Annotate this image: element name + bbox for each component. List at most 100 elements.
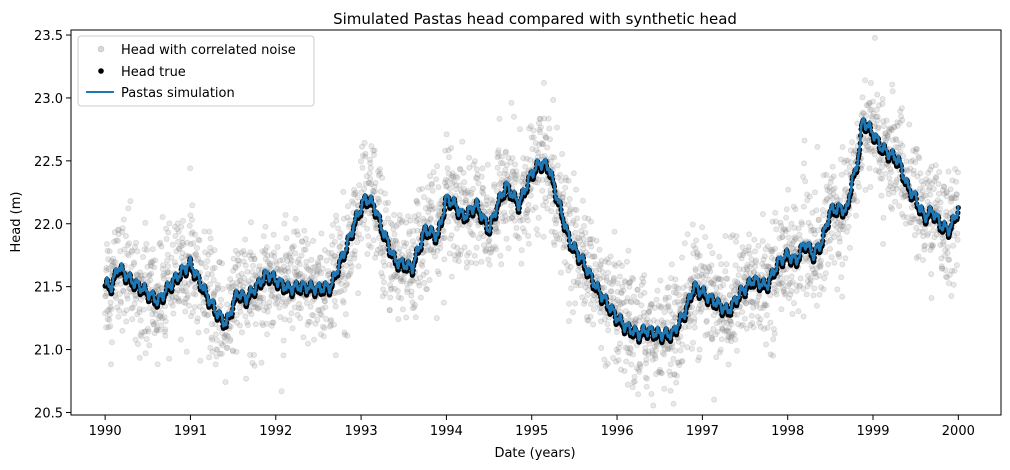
noise-point	[889, 88, 896, 95]
noise-point	[650, 402, 657, 409]
noise-point	[142, 219, 149, 226]
noise-point	[141, 246, 148, 253]
noise-point	[448, 273, 455, 280]
noise-point	[221, 333, 228, 340]
noise-point	[904, 214, 911, 221]
noise-point	[203, 312, 210, 319]
noise-point	[511, 217, 518, 224]
noise-point	[202, 263, 209, 270]
noise-point	[870, 98, 877, 105]
noise-point	[260, 294, 267, 301]
noise-point	[888, 169, 895, 176]
noise-point	[128, 247, 135, 254]
noise-point	[936, 205, 943, 212]
noise-point	[623, 358, 630, 365]
noise-point	[889, 205, 896, 212]
noise-point	[210, 290, 217, 297]
noise-point	[160, 272, 167, 279]
noise-point	[155, 315, 162, 322]
noise-point	[204, 257, 211, 264]
noise-point	[120, 287, 127, 294]
noise-point	[654, 287, 661, 294]
noise-point	[111, 229, 118, 236]
noise-point	[720, 281, 727, 288]
noise-point	[342, 311, 349, 318]
noise-point	[266, 264, 273, 271]
noise-point	[944, 244, 951, 251]
noise-point	[192, 291, 199, 298]
noise-point	[271, 253, 278, 260]
noise-point	[593, 237, 600, 244]
noise-point	[266, 261, 273, 268]
noise-point	[339, 240, 346, 247]
noise-point	[259, 322, 266, 329]
noise-point	[554, 124, 561, 131]
noise-point	[274, 265, 281, 272]
noise-point	[440, 228, 447, 235]
noise-point	[243, 375, 250, 382]
noise-point	[132, 295, 139, 302]
noise-point	[484, 161, 491, 168]
noise-point	[232, 264, 239, 271]
noise-point	[176, 245, 183, 252]
noise-point	[319, 265, 326, 272]
noise-point	[106, 311, 113, 318]
noise-point	[217, 302, 224, 309]
noise-point	[233, 348, 240, 355]
noise-point	[256, 263, 263, 270]
noise-point	[182, 299, 189, 306]
noise-point	[620, 287, 627, 294]
noise-point	[779, 233, 786, 240]
noise-point	[209, 265, 216, 272]
noise-point	[340, 269, 347, 276]
noise-point	[605, 327, 612, 334]
noise-point	[242, 262, 249, 269]
noise-point	[120, 216, 127, 223]
noise-point	[788, 287, 795, 294]
noise-point	[258, 359, 265, 366]
noise-point	[846, 244, 853, 251]
noise-point	[713, 354, 720, 361]
noise-point	[156, 326, 163, 333]
noise-point	[177, 336, 184, 343]
noise-point	[333, 212, 340, 219]
noise-point	[430, 169, 437, 176]
noise-point	[831, 259, 838, 266]
noise-point	[244, 268, 251, 275]
noise-point	[619, 262, 626, 269]
noise-point	[136, 275, 143, 282]
noise-point	[917, 170, 924, 177]
noise-point	[191, 231, 198, 238]
noise-point	[140, 306, 147, 313]
noise-point	[879, 175, 886, 182]
noise-point	[898, 105, 905, 112]
noise-point	[773, 226, 780, 233]
noise-point	[159, 213, 166, 220]
noise-point	[203, 274, 210, 281]
noise-point	[186, 222, 193, 229]
noise-point	[249, 252, 256, 259]
noise-point	[211, 288, 218, 295]
noise-point	[661, 351, 668, 358]
noise-point	[216, 259, 223, 266]
noise-point	[219, 342, 226, 349]
noise-point	[879, 101, 886, 108]
noise-point	[455, 258, 462, 265]
noise-point	[614, 280, 621, 287]
noise-point	[136, 309, 143, 316]
noise-point	[190, 290, 197, 297]
noise-point	[692, 267, 699, 274]
noise-point	[559, 150, 566, 157]
noise-point	[117, 248, 124, 255]
noise-point	[540, 233, 547, 240]
noise-point	[672, 276, 679, 283]
noise-point	[270, 231, 277, 238]
noise-point	[875, 124, 882, 131]
noise-point	[518, 247, 525, 254]
noise-point	[283, 235, 290, 242]
noise-point	[214, 286, 221, 293]
noise-point	[164, 257, 171, 264]
noise-point	[560, 190, 567, 197]
noise-point	[679, 357, 686, 364]
noise-point	[246, 308, 253, 315]
